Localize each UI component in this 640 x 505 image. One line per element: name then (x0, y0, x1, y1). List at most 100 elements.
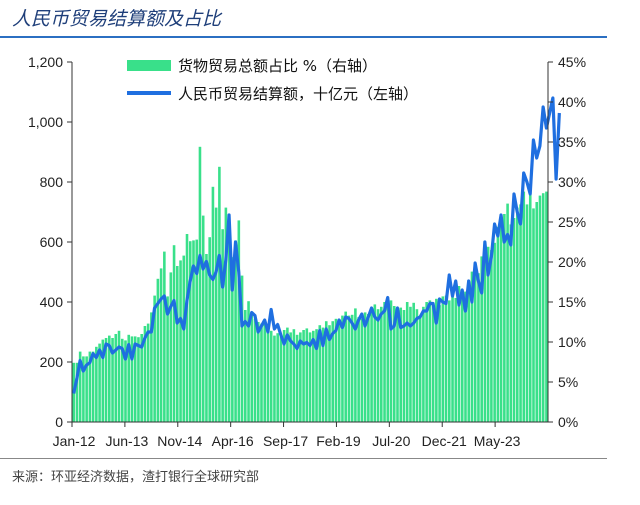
bar (104, 338, 108, 422)
bar (188, 241, 192, 422)
bar (324, 321, 328, 422)
bar (389, 300, 393, 422)
bar (91, 351, 95, 422)
y-right-tick-label: 10% (558, 334, 586, 350)
y-left-tick-label: 600 (40, 234, 64, 250)
bar (496, 226, 500, 422)
y-left-tick-label: 1,000 (28, 114, 63, 130)
bar (214, 207, 218, 422)
bar (402, 310, 406, 422)
bar (538, 195, 542, 422)
bar (535, 202, 539, 422)
bar (218, 166, 221, 422)
bar (470, 271, 474, 422)
bar (315, 329, 318, 422)
bar (256, 322, 260, 422)
bar (473, 263, 477, 422)
bar (392, 306, 396, 422)
bar (405, 302, 409, 422)
bar (499, 222, 503, 422)
legend-label-line: 人民币贸易结算额，十亿元（左轴） (178, 85, 418, 103)
bar (438, 305, 441, 422)
bar (512, 218, 516, 422)
bar (143, 326, 147, 422)
bar (341, 315, 344, 422)
bar (503, 214, 506, 422)
bar (312, 330, 315, 422)
bar (159, 268, 163, 422)
bar (172, 245, 176, 422)
bar (176, 266, 179, 422)
bar (211, 186, 215, 422)
y-right-tick-label: 35% (558, 134, 586, 150)
bar (185, 234, 189, 422)
bar (237, 220, 241, 422)
bar (370, 310, 373, 422)
bar (163, 251, 166, 422)
y-left-tick-label: 800 (40, 174, 64, 190)
bar (486, 246, 490, 422)
x-tick-label: Nov-14 (157, 433, 202, 449)
bar (146, 323, 150, 422)
bar (117, 330, 121, 422)
bar (412, 302, 415, 422)
bar (111, 338, 114, 422)
bar (354, 308, 357, 422)
y-right-tick-label: 40% (558, 94, 586, 110)
bar (444, 295, 448, 422)
bar (396, 310, 399, 422)
bar (260, 323, 263, 422)
bar (344, 311, 347, 422)
bar (305, 328, 309, 422)
bar (299, 332, 302, 422)
y-right-tick-label: 45% (558, 54, 586, 70)
bar (150, 312, 153, 422)
bar (464, 291, 467, 422)
bar (477, 273, 480, 422)
y-left-tick-label: 0 (55, 414, 63, 430)
bar (545, 191, 548, 422)
legend-label-bar: 货物贸易总额占比 %（右轴） (178, 57, 377, 75)
bar (289, 332, 292, 422)
bar (127, 334, 131, 422)
bar (337, 322, 341, 422)
bar (195, 239, 199, 422)
bar (409, 306, 412, 422)
bar (192, 240, 195, 422)
page-title: 人民币贸易结算额及占比 (12, 8, 222, 30)
bar (295, 334, 299, 422)
bar (198, 146, 202, 423)
footer-rule (0, 458, 607, 459)
y-left-tick-label: 1,200 (28, 54, 63, 70)
bar (302, 330, 305, 422)
bar (422, 306, 425, 422)
x-tick-label: Jan-12 (53, 433, 96, 449)
bar (224, 207, 228, 422)
y-right-tick-label: 15% (558, 294, 586, 310)
legend: 货物贸易总额占比 %（右轴） 人民币贸易结算额，十亿元（左轴） (127, 57, 418, 103)
bar (506, 203, 509, 422)
bar (490, 250, 493, 422)
bar (205, 254, 208, 422)
bar (276, 333, 279, 422)
bar (286, 327, 289, 422)
line-series-layer (72, 96, 561, 394)
bar (509, 224, 513, 422)
bar (516, 207, 519, 422)
bar (318, 325, 322, 422)
title-rule (0, 36, 607, 38)
bar (273, 335, 276, 422)
bar (383, 302, 386, 422)
bar (95, 346, 98, 422)
bar (179, 260, 182, 422)
series-line (72, 96, 561, 394)
bar (357, 317, 360, 422)
y-right-tick-label: 30% (558, 174, 586, 190)
bar (208, 237, 211, 422)
bar (234, 240, 237, 422)
bar (493, 242, 496, 422)
bar (130, 336, 134, 422)
y-right-tick-label: 25% (558, 214, 586, 230)
bar (231, 257, 234, 422)
bar (201, 215, 205, 422)
